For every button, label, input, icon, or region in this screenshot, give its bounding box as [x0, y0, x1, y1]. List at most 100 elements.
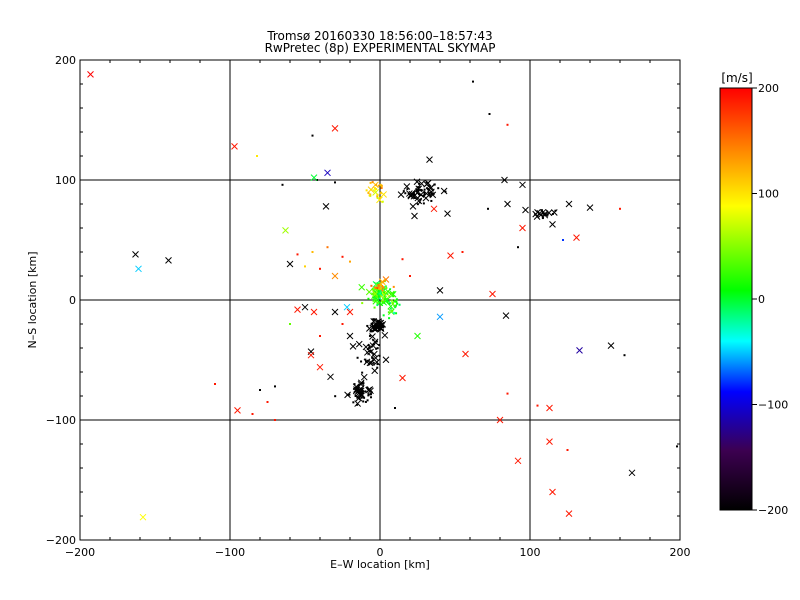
- cross-stroke-b: [360, 373, 368, 381]
- velocity-dot-point: [562, 239, 564, 241]
- velocity-dot-point: [362, 400, 365, 403]
- velocity-dot-point: [425, 181, 428, 184]
- velocity-dot-point: [420, 188, 423, 191]
- cross-stroke-b: [436, 287, 444, 294]
- velocity-cross-point: [628, 469, 636, 477]
- velocity-dot-point: [373, 343, 376, 346]
- velocity-cross-point: [132, 251, 139, 258]
- velocity-dot-point: [304, 265, 306, 268]
- cross-stroke-b: [501, 176, 508, 184]
- velocity-cross-point: [462, 350, 469, 358]
- velocity-dot-point: [369, 330, 372, 333]
- y-axis-ticks: 200 100 0 −100 −200: [46, 54, 680, 547]
- velocity-dot-point: [506, 123, 509, 126]
- velocity-dot-point: [383, 298, 386, 301]
- cross-stroke-b: [366, 325, 373, 332]
- velocity-dot-point: [383, 294, 386, 297]
- velocity-dot-point: [289, 323, 291, 325]
- cross-stroke-b: [382, 276, 390, 283]
- velocity-dot-point: [393, 291, 396, 294]
- velocity-dot-point: [371, 356, 374, 359]
- velocity-cross-point: [549, 488, 556, 496]
- cross-stroke-b: [294, 306, 301, 313]
- velocity-cross-point: [358, 283, 366, 291]
- velocity-dot-point: [386, 300, 389, 303]
- cross-stroke-b: [310, 308, 318, 316]
- velocity-dot-point: [360, 389, 363, 392]
- velocity-dot-point: [380, 289, 383, 292]
- velocity-dot-point: [428, 192, 431, 195]
- velocity-dot-point: [422, 202, 425, 205]
- velocity-cross-point: [369, 333, 376, 340]
- colorbar-gradient: [719, 87, 753, 511]
- velocity-cross-point: [381, 331, 389, 339]
- cross-stroke-b: [139, 513, 147, 521]
- velocity-cross-point: [447, 252, 454, 259]
- velocity-cross-point: [324, 169, 331, 177]
- cross-stroke-b: [370, 350, 378, 358]
- velocity-dot-point: [372, 318, 375, 321]
- cross-stroke-b: [403, 183, 411, 190]
- velocity-dot-point: [393, 311, 396, 314]
- velocity-cross-point: [371, 338, 379, 346]
- velocity-cross-point: [546, 438, 553, 445]
- velocity-dot-point: [370, 322, 373, 325]
- velocity-dot-point: [395, 304, 398, 307]
- velocity-dot-point: [381, 289, 384, 292]
- velocity-dot-point: [369, 181, 372, 184]
- velocity-cross-point: [294, 306, 301, 313]
- velocity-dot-point: [417, 186, 420, 189]
- cross-stroke-b: [354, 388, 362, 396]
- velocity-dot-point: [373, 306, 376, 309]
- velocity-dot-point: [365, 360, 368, 363]
- velocity-cross-point: [135, 265, 142, 273]
- velocity-cross-point: [399, 374, 406, 382]
- velocity-dot-point: [214, 383, 216, 385]
- colorbar-ticks: 200 100 0 −100 −200: [752, 82, 788, 517]
- velocity-cross-point: [139, 513, 147, 521]
- cross-stroke-b: [331, 308, 339, 316]
- velocity-dot-point: [356, 396, 359, 399]
- velocity-dot-point: [256, 155, 258, 157]
- cross-stroke-b: [367, 387, 374, 395]
- cross-stroke-b: [427, 185, 434, 192]
- cross-stroke-b: [358, 392, 365, 400]
- velocity-dot-point: [623, 354, 626, 357]
- velocity-dot-point: [408, 193, 411, 196]
- x-axis-label: E–W location [km]: [330, 558, 430, 571]
- velocity-dot-point: [367, 191, 370, 194]
- velocity-dot-point: [360, 360, 363, 363]
- cross-stroke-b: [430, 205, 438, 213]
- velocity-dot-point: [387, 311, 390, 314]
- velocity-dot-point: [378, 296, 381, 299]
- cross-stroke-b: [447, 252, 454, 259]
- velocity-dot-point: [426, 187, 429, 190]
- velocity-dot-point: [423, 191, 426, 194]
- velocity-dot-point: [378, 287, 381, 290]
- cross-stroke-b: [362, 343, 370, 351]
- velocity-dot-point: [385, 287, 388, 290]
- velocity-dot-point: [376, 303, 379, 306]
- velocity-dot-point: [566, 449, 569, 451]
- velocity-dot-point: [395, 312, 398, 315]
- velocity-dot-point: [380, 326, 383, 329]
- velocity-cross-point: [346, 332, 354, 340]
- velocity-dot-point: [377, 291, 380, 294]
- velocity-dot-point: [374, 287, 377, 290]
- cross-stroke-b: [344, 391, 351, 399]
- velocity-dot-point: [536, 404, 539, 407]
- velocity-dot-point: [377, 284, 380, 287]
- velocity-cross-point: [286, 260, 294, 268]
- cross-stroke-b: [519, 181, 526, 189]
- velocity-dot-point: [357, 385, 360, 388]
- velocity-dot-point: [368, 345, 371, 348]
- cross-stroke-b: [343, 303, 351, 311]
- x-axis-ticks: −200 −100 0 100 200: [65, 60, 691, 559]
- velocity-dot-point: [379, 183, 382, 186]
- y-tick-label: 100: [55, 174, 76, 187]
- velocity-dot-point: [366, 399, 369, 402]
- velocity-dot-point: [382, 286, 385, 289]
- cross-stroke-b: [496, 416, 504, 424]
- velocity-cross-point: [586, 204, 594, 211]
